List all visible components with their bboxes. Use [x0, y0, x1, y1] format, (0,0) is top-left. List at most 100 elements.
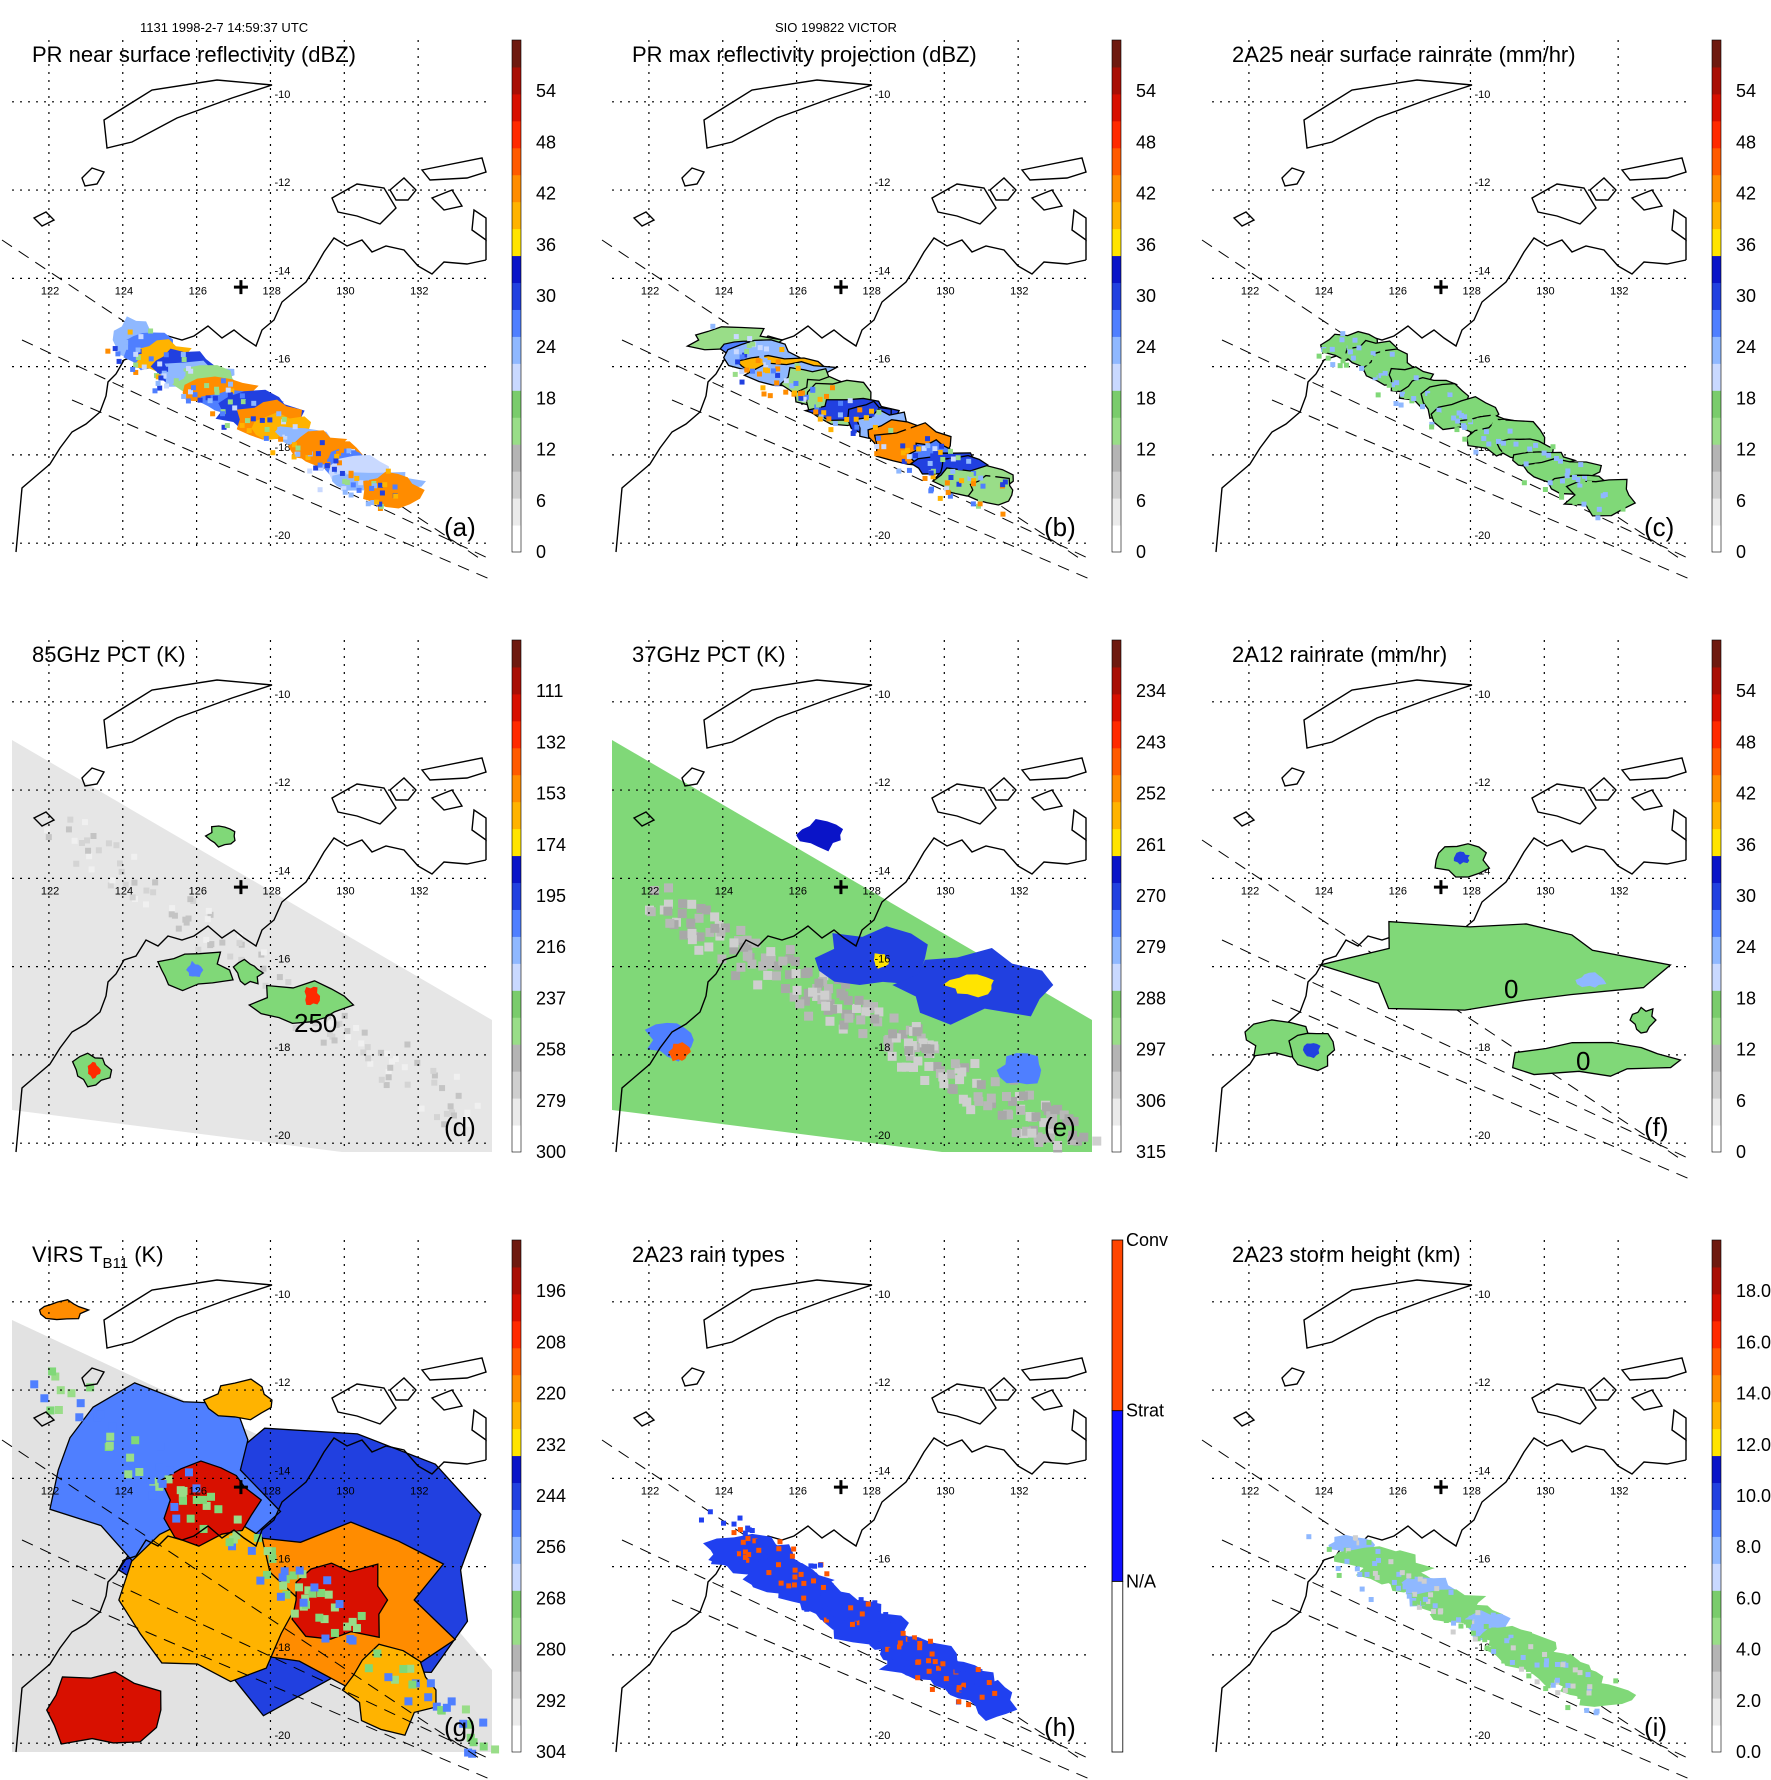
lat-tick-label: -10: [874, 89, 890, 101]
colorbar-tick-label: 30: [1136, 286, 1156, 306]
colorbar-tick-label: 18: [1136, 388, 1156, 408]
data-pixel: [848, 1605, 854, 1611]
colorbar-tick-label: 292: [536, 1691, 566, 1711]
data-pixel: [891, 1631, 897, 1637]
data-pixel: [116, 358, 122, 364]
lat-tick-label: -20: [274, 1130, 290, 1142]
data-pixel: [1504, 1638, 1510, 1644]
coastline: [1030, 189, 1064, 211]
colorbar-tick-label: 8.0: [1736, 1537, 1761, 1557]
data-pixel: [1370, 351, 1376, 357]
data-pixel: [185, 366, 191, 372]
data-pixel: [766, 1570, 772, 1576]
data-pixel: [1438, 1608, 1444, 1614]
colorbar-segment: [1712, 1644, 1721, 1672]
data-pixel: [318, 465, 324, 471]
coastline: [32, 211, 56, 227]
data-pixel: [1472, 1636, 1478, 1642]
lat-tick-label: -12: [1474, 1377, 1490, 1389]
data-pixel: [1610, 497, 1616, 503]
colorbar-tick-label: 14.0: [1736, 1384, 1771, 1404]
data-pixel: [932, 1062, 942, 1072]
colorbar-segment: [1712, 40, 1721, 68]
data-pixel: [930, 453, 936, 459]
data-pixel: [203, 936, 210, 943]
data-pixel: [955, 487, 961, 493]
data-pixel: [210, 411, 216, 417]
lat-tick-label: -12: [274, 777, 290, 789]
lat-tick-label: -12: [874, 1377, 890, 1389]
data-pixel: [313, 465, 319, 471]
data-pixel: [956, 1679, 962, 1685]
colorbar-segment: [1712, 417, 1721, 445]
colorbar-segment: [512, 1044, 521, 1072]
data-pixel: [1577, 1693, 1583, 1699]
colorbar-tick-label: 244: [536, 1486, 566, 1506]
data-pixel: [928, 488, 934, 494]
colorbar-tick-label: 30: [1736, 886, 1756, 906]
data-pixel: [123, 344, 129, 350]
data-pixel: [859, 1611, 865, 1617]
colorbar-tick-label: 196: [536, 1281, 566, 1301]
colorbar-segment: [512, 174, 521, 203]
lat-tick-label: -10: [874, 689, 890, 701]
coastline: [331, 183, 397, 225]
panel-letter: (g): [444, 1712, 476, 1742]
data-pixel: [464, 1748, 473, 1757]
colorbar-segment: [512, 336, 521, 364]
data-pixel: [1435, 412, 1441, 418]
colorbar-segment: [512, 1240, 521, 1268]
colorbar-segment: [1112, 909, 1121, 937]
data-pixel: [739, 942, 749, 952]
data-pixel: [350, 482, 356, 488]
data-pixel: [183, 919, 190, 926]
data-pixel: [1572, 464, 1578, 470]
data-pixel: [1543, 1662, 1549, 1668]
data-pixel: [186, 1514, 195, 1523]
swath-edge-line: [1271, 999, 1693, 1181]
data-pixel: [1555, 1690, 1561, 1696]
header-timestamp: 1131 1998-2-7 14:59:37 UTC: [140, 20, 309, 35]
data-pixel: [1341, 1539, 1347, 1545]
data-pixel: [164, 383, 170, 389]
colorbar-segment: [1112, 1098, 1121, 1126]
data-pixel: [1527, 446, 1533, 452]
data-pixel: [833, 1004, 843, 1014]
data-pixel: [228, 381, 234, 387]
colorbar-segment: [512, 147, 521, 176]
data-pixel: [1048, 1113, 1058, 1123]
colorbar-segment: [1712, 390, 1721, 418]
lon-tick-label: 122: [641, 1486, 659, 1498]
data-pixel: [757, 345, 763, 351]
colorbar-segment: [1712, 720, 1721, 749]
data-pixel: [173, 378, 179, 384]
data-pixel: [1430, 1608, 1436, 1614]
coastline: [1620, 157, 1687, 181]
data-pixel: [1391, 1579, 1397, 1585]
colorbar-segment: [512, 720, 521, 749]
data-pixel: [1554, 1661, 1560, 1667]
data-pixel: [96, 1410, 105, 1419]
data-pixel: [276, 1592, 285, 1601]
lon-tick-label: 128: [862, 1486, 880, 1498]
data-pixel: [377, 501, 383, 507]
data-pixel: [271, 432, 277, 438]
data-pixel: [225, 387, 231, 393]
coastline: [1671, 808, 1687, 842]
data-pixel: [40, 1394, 49, 1403]
data-pixel: [127, 329, 133, 335]
data-pixel: [904, 447, 910, 453]
data-pixel: [704, 942, 714, 952]
colorbar-segment: [512, 1017, 521, 1045]
data-pixel: [348, 1636, 357, 1645]
data-pixel: [856, 1015, 866, 1025]
coastline: [389, 777, 417, 801]
colorbar-segment: [1112, 1017, 1121, 1045]
panel-title: 2A23 storm height (km): [1232, 1242, 1461, 1267]
data-pixel: [820, 990, 830, 1000]
colorbar-segment: [1712, 1590, 1721, 1618]
lat-tick-label: -20: [874, 1130, 890, 1142]
data-pixel: [179, 1496, 188, 1505]
precipitation-cell: [1302, 1043, 1321, 1059]
